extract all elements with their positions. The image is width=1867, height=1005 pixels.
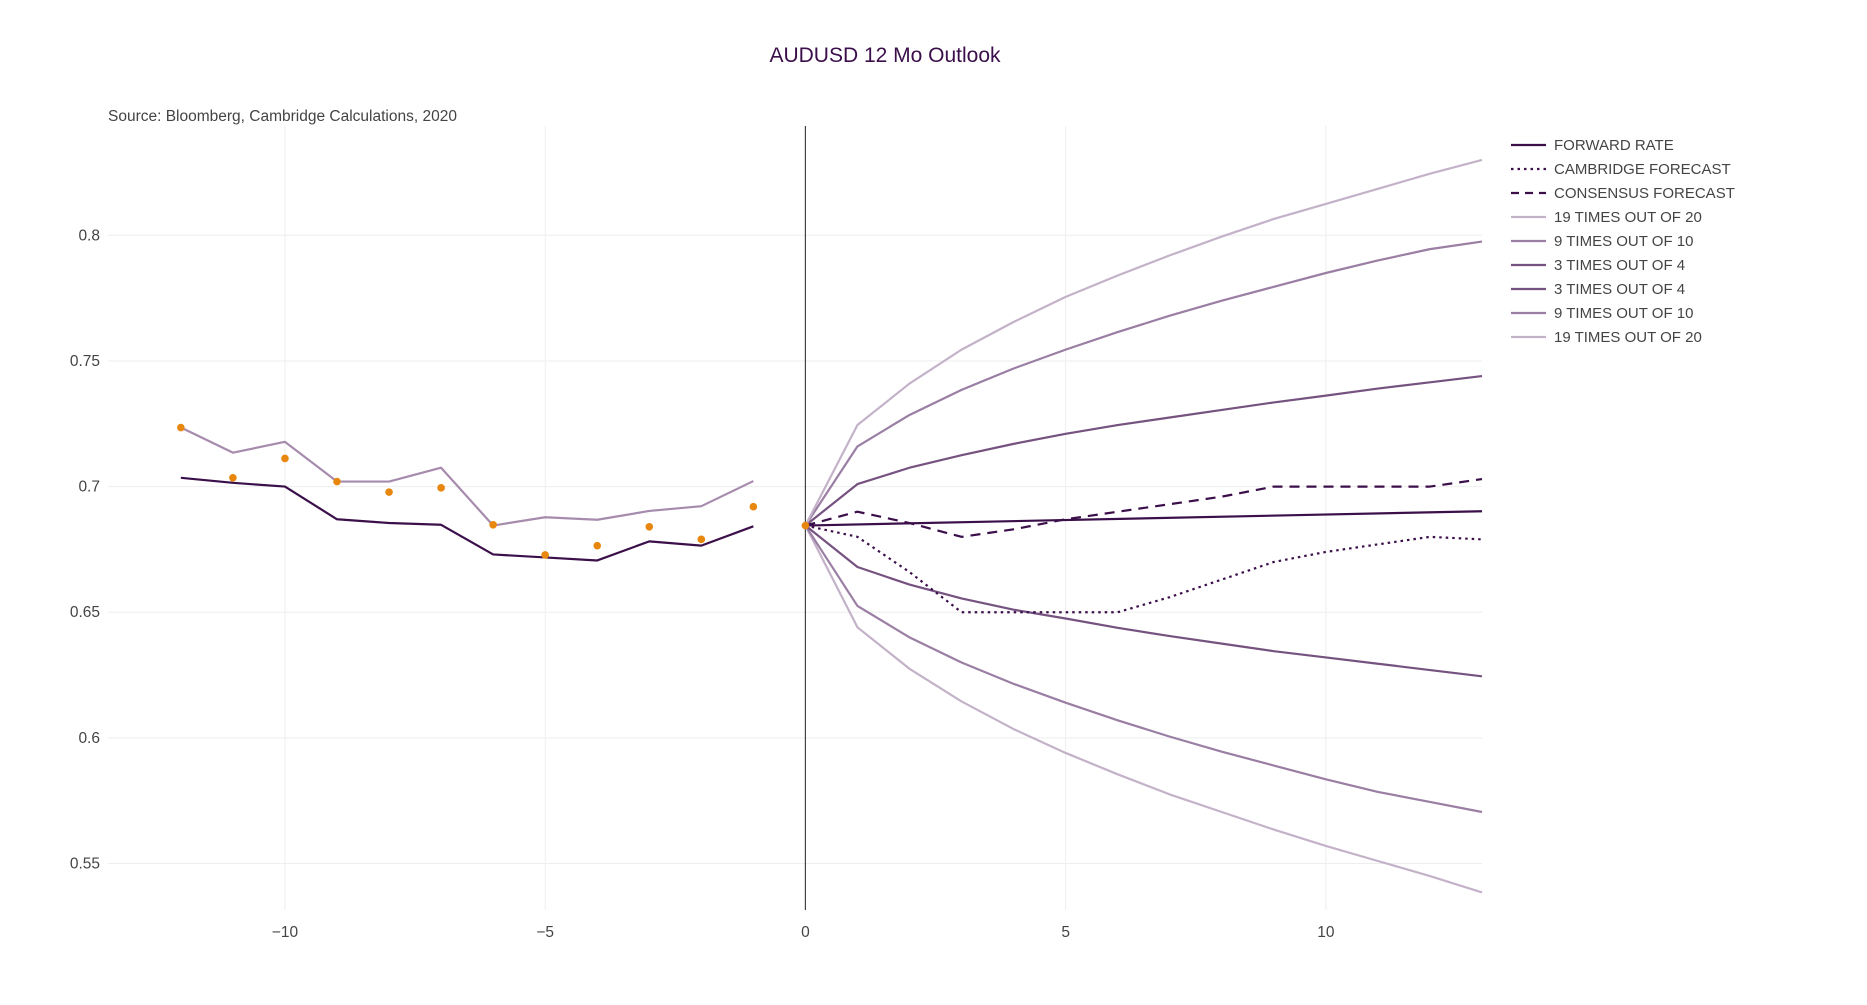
y-tick-label: 0.6: [78, 730, 100, 747]
series-line-forward-rate: [180, 476, 754, 562]
data-markers: [177, 423, 810, 559]
tick-labels: −10 −5 0 5 10 0.55 0.6 0.65 0.7 0.75 0.8: [70, 227, 1335, 941]
data-point: [489, 520, 497, 529]
data-point: [177, 423, 185, 432]
legend-label: 19 TIMES OUT OF 20: [1554, 329, 1702, 346]
series-line-19-times-out-of-20: [804, 525, 1483, 894]
data-point: [333, 477, 341, 486]
x-tick-label: 10: [1317, 924, 1335, 941]
x-tick-label: −10: [272, 924, 299, 941]
series-line-3-times-out-of-4: [804, 374, 1483, 527]
legend-item[interactable]: 9 TIMES OUT OF 10: [1511, 233, 1693, 250]
legend-item[interactable]: FORWARD RATE: [1511, 137, 1674, 154]
legend-label: FORWARD RATE: [1554, 137, 1674, 154]
data-point: [645, 522, 654, 531]
legend-label: 9 TIMES OUT OF 10: [1554, 305, 1693, 322]
series-line-cambridge-forecast: [805, 524, 1483, 614]
legend-item[interactable]: 9 TIMES OUT OF 10: [1511, 305, 1693, 322]
y-tick-label: 0.55: [70, 856, 100, 873]
y-tick-label: 0.8: [78, 227, 100, 244]
data-point: [801, 521, 810, 530]
y-tick-label: 0.7: [78, 479, 100, 496]
series-line-9-times-out-of-10: [804, 240, 1483, 527]
legend-item[interactable]: CONSENSUS FORECAST: [1511, 185, 1735, 202]
legend-item[interactable]: 19 TIMES OUT OF 20: [1511, 209, 1702, 226]
legend-label: CAMBRIDGE FORECAST: [1554, 161, 1731, 178]
series-line-consensus-forecast: [805, 477, 1483, 538]
chart-title: AUDUSD 12 Mo Outlook: [769, 44, 1001, 67]
data-point: [593, 541, 602, 550]
data-point: [749, 502, 758, 511]
x-tick-label: 5: [1061, 924, 1070, 941]
series-line-forward-rate: [805, 510, 1483, 527]
data-point: [385, 488, 393, 496]
data-point: [281, 454, 289, 463]
data-point: [541, 551, 549, 559]
gridlines: [108, 126, 1482, 910]
legend-label: 9 TIMES OUT OF 10: [1554, 233, 1693, 250]
legend-item[interactable]: 19 TIMES OUT OF 20: [1511, 329, 1702, 346]
series-line-history-alt: [180, 426, 754, 527]
series-line-19-times-out-of-20: [804, 158, 1483, 527]
legend-item[interactable]: CAMBRIDGE FORECAST: [1511, 161, 1731, 178]
series-line-9-times-out-of-10: [804, 524, 1483, 814]
data-point: [437, 484, 445, 492]
series-lines: [180, 158, 1483, 894]
legend-label: 3 TIMES OUT OF 4: [1554, 281, 1685, 298]
legend-label: 19 TIMES OUT OF 20: [1554, 209, 1702, 226]
data-point: [697, 535, 706, 544]
series-line-3-times-out-of-4: [804, 524, 1483, 678]
legend-item[interactable]: 3 TIMES OUT OF 4: [1511, 257, 1685, 274]
data-point: [229, 473, 237, 482]
legend-label: 3 TIMES OUT OF 4: [1554, 257, 1685, 274]
source-annotation: Source: Bloomberg, Cambridge Calculation…: [108, 108, 457, 125]
legend-label: CONSENSUS FORECAST: [1554, 185, 1735, 202]
x-tick-label: −5: [536, 924, 554, 941]
y-tick-label: 0.65: [70, 604, 100, 621]
y-tick-label: 0.75: [70, 353, 100, 370]
legend[interactable]: FORWARD RATE CAMBRIDGE FORECAST CONSENSUS …: [1511, 137, 1735, 346]
x-tick-label: 0: [801, 924, 810, 941]
legend-item[interactable]: 3 TIMES OUT OF 4: [1511, 281, 1685, 298]
